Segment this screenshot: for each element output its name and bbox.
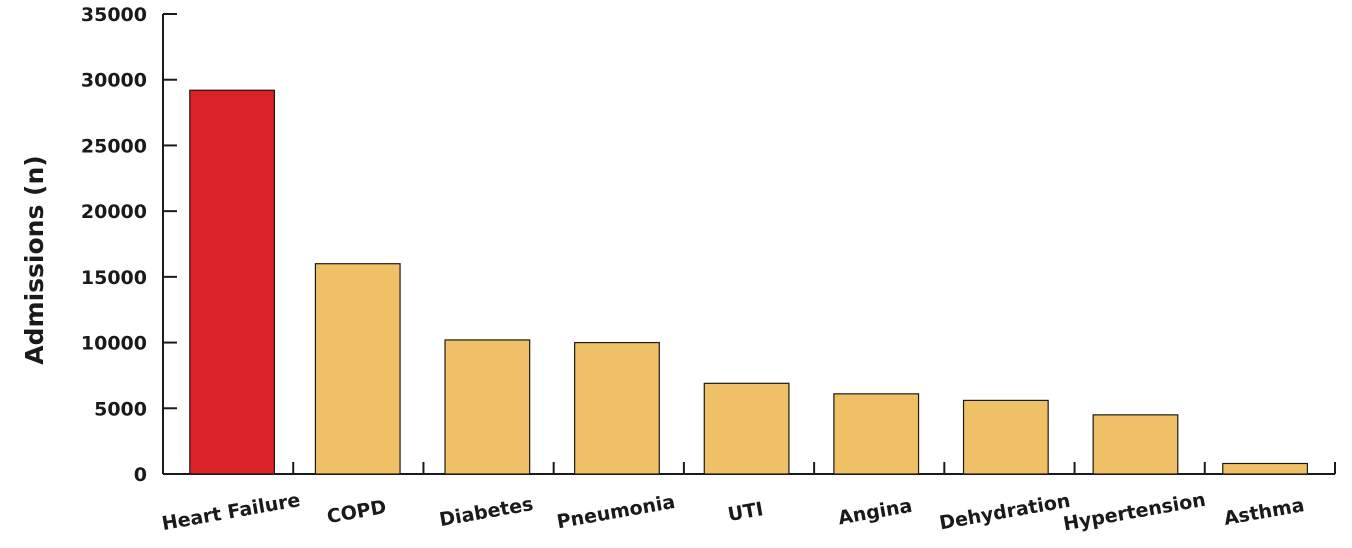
x-tick-label: Hypertension — [1062, 489, 1208, 536]
bar-diabetes — [444, 339, 531, 475]
y-tick-label: 30000 — [81, 70, 147, 92]
x-labels-group: Heart Failure COPD Diabetes Pneumonia UTI Ang… — [160, 489, 1306, 536]
bars-group — [189, 89, 1309, 475]
x-tick-label: Heart Failure — [160, 489, 302, 535]
y-tick-label: 25000 — [81, 135, 147, 157]
y-tick-label: 0 — [134, 464, 147, 486]
y-tick-label: 10000 — [81, 333, 147, 355]
y-tick-label: 5000 — [94, 398, 147, 420]
x-tick-label: Dehydration — [938, 490, 1072, 535]
y-tick-label: 35000 — [81, 4, 147, 26]
x-tick-label: UTI — [726, 498, 765, 526]
y-axis-title: Admissions (n) — [20, 155, 49, 364]
x-tick-label: Asthma — [1222, 494, 1306, 530]
bar-copd — [314, 263, 401, 475]
x-tick-label: Diabetes — [438, 493, 535, 531]
bar-dehydration — [962, 399, 1049, 475]
bar-uti — [703, 382, 790, 475]
bar-pneumonia — [574, 341, 660, 475]
y-tick-label: 15000 — [81, 267, 147, 289]
bar-asthma — [1222, 462, 1309, 475]
y-tick-label: 20000 — [81, 201, 147, 223]
x-tick-label: Pneumonia — [555, 491, 677, 533]
bar-heart-failure — [189, 89, 276, 475]
x-tick-label: Angina — [836, 495, 913, 530]
y-axis: 0 5000 10000 15000 20000 25000 30000 35000 — [81, 4, 177, 486]
bar-hypertension — [1092, 414, 1179, 475]
bar-angina — [833, 393, 920, 475]
x-tick-label: COPD — [325, 496, 388, 528]
